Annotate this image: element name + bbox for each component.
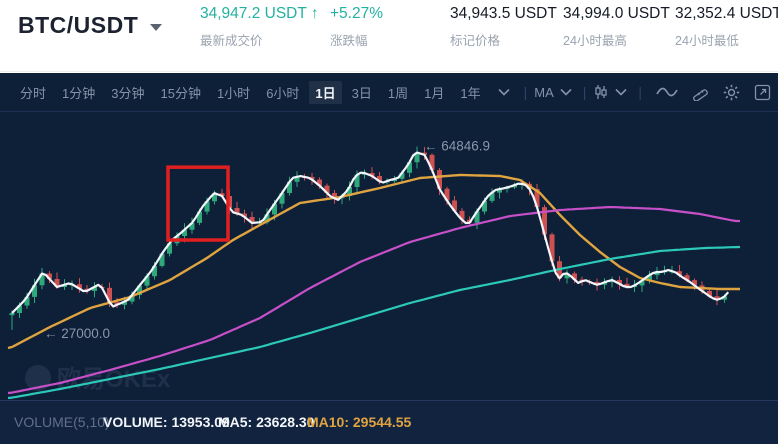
- symbol-selector[interactable]: BTC/USDT: [18, 12, 163, 39]
- volume-indicator-label[interactable]: VOLUME(5,10): [14, 414, 110, 430]
- timeframe-分时[interactable]: 分时: [20, 85, 47, 101]
- low-24h-value: 32,352.4 USDT: [675, 5, 778, 22]
- change-label: 涨跌幅: [330, 34, 368, 48]
- stat-change: +5.27% 涨跌幅: [330, 5, 383, 49]
- toolbar-separator: |: [582, 84, 587, 100]
- timeframe-1月[interactable]: 1月: [424, 85, 445, 101]
- stat-24h-low: 32,352.4 USDT 24小时最低: [675, 5, 778, 49]
- ma-magenta-line: [7, 205, 740, 395]
- candle-style-dropdown[interactable]: [593, 84, 627, 100]
- chart-panel: 分时 1分钟 3分钟 15分钟 1小时 6小时 1日 3日 1周 1月 1年 | MA | |: [0, 73, 778, 444]
- timeframe-1日[interactable]: 1日: [309, 80, 342, 104]
- volume-value: VOLUME: 13953.09: [103, 414, 230, 430]
- caret-down-icon: [150, 23, 163, 31]
- high-price-annotation: ← 64846.9: [424, 139, 490, 154]
- mark-price-value: 34,943.5 USDT: [450, 5, 557, 22]
- mark-price-label: 标记价格: [450, 34, 501, 48]
- low-price-annotation: ← 27000.0: [44, 326, 110, 341]
- timeframe-1小时[interactable]: 1小时: [216, 85, 251, 101]
- volume-ma10-value: MA10: 29544.55: [307, 414, 412, 430]
- ma-indicator-dropdown[interactable]: MA: [534, 85, 572, 100]
- drawing-tools-icon[interactable]: [692, 84, 709, 101]
- last-price-value: 34,947.2 USDT ↑: [200, 5, 319, 22]
- candlestick-icon: [595, 85, 608, 99]
- line-style-icon[interactable]: [656, 86, 678, 98]
- timeframe-1年[interactable]: 1年: [460, 85, 481, 101]
- timeframe-chevron-down-icon[interactable]: [498, 88, 510, 96]
- stat-last-price: 34,947.2 USDT ↑ 最新成交价: [200, 5, 319, 49]
- symbol-name: BTC/USDT: [18, 12, 139, 38]
- symbol-header: BTC/USDT 34,947.2 USDT ↑ 最新成交价 +5.27% 涨跌…: [0, 0, 778, 72]
- timeframe-list: 分时 1分钟 3分钟 15分钟 1小时 6小时 1日 3日 1周 1月 1年: [14, 80, 491, 104]
- high-24h-value: 34,994.0 USDT: [563, 5, 670, 22]
- stat-24h-high: 34,994.0 USDT 24小时最高: [563, 5, 670, 49]
- fullscreen-icon[interactable]: [754, 84, 771, 101]
- timeframe-6小时[interactable]: 6小时: [266, 85, 300, 101]
- low-24h-label: 24小时最低: [675, 34, 739, 48]
- toolbar-separator: |: [638, 84, 643, 100]
- ma-indicator-label: MA: [534, 84, 554, 100]
- timeframe-15分钟[interactable]: 15分钟: [160, 85, 201, 101]
- volume-bar: VOLUME(5,10) VOLUME: 13953.09 MA5: 23628…: [0, 400, 778, 444]
- last-price-label: 最新成交价: [200, 34, 263, 48]
- chart-toolbar: 分时 1分钟 3分钟 15分钟 1小时 6小时 1日 3日 1周 1月 1年 | MA | |: [0, 73, 778, 112]
- toolbar-separator: |: [523, 84, 528, 100]
- candlestick-chart[interactable]: 欧易OKEx ← 64846.9 ← 27000.0: [0, 112, 778, 400]
- timeframe-3分钟[interactable]: 3分钟: [111, 85, 145, 101]
- volume-ma5-value: MA5: 23628.30: [218, 414, 315, 430]
- settings-gear-icon[interactable]: [723, 84, 740, 101]
- ma-white-line: [11, 151, 730, 314]
- okex-watermark: 欧易OKEx: [25, 365, 171, 393]
- timeframe-1周[interactable]: 1周: [387, 85, 409, 101]
- red-highlight-box: [166, 165, 230, 242]
- timeframe-3日[interactable]: 3日: [351, 85, 372, 101]
- ma-teal-line: [7, 245, 741, 400]
- stat-mark-price: 34,943.5 USDT 标记价格: [450, 5, 557, 49]
- ma-yellow-line: [7, 173, 740, 350]
- timeframe-1分钟[interactable]: 1分钟: [62, 85, 96, 101]
- high-24h-label: 24小时最高: [563, 34, 627, 48]
- change-value: +5.27%: [330, 5, 384, 22]
